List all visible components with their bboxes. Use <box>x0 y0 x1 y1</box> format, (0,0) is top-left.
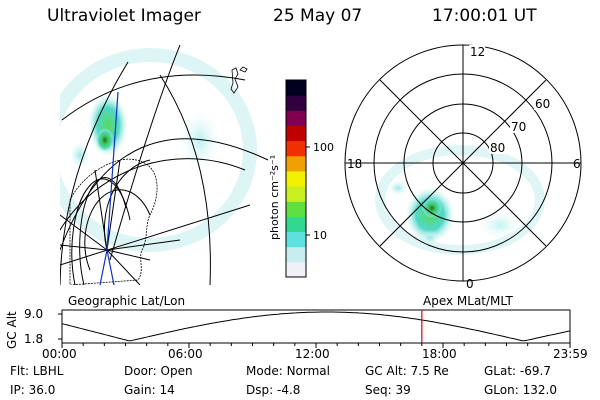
xtick-1200: 12:00 <box>295 347 330 361</box>
time-label: 17:00:01 UT <box>432 6 537 26</box>
geographic-map <box>60 45 269 285</box>
colorbar-segment <box>286 170 306 187</box>
mlt-label-0: 0 <box>466 277 474 291</box>
info-glat: GLat: -69.7 <box>484 364 551 378</box>
ytick-1-8: 1.8 <box>24 332 43 346</box>
info-gain: Gain: 14 <box>124 383 175 397</box>
mlt-label-6: 6 <box>573 157 581 171</box>
colorbar-segment <box>286 186 306 202</box>
colorbar-segment <box>286 140 306 157</box>
colorbar-tick-100: 100 <box>313 141 334 154</box>
info-gc-alt: GC Alt: 7.5 Re <box>365 364 449 378</box>
info-dsp: Dsp: -4.8 <box>246 383 301 397</box>
mlt-label-18: 18 <box>347 157 362 171</box>
colorbar-segment <box>286 110 306 126</box>
colorbar-segment <box>286 261 306 278</box>
orbit-altitude-curve <box>61 311 571 342</box>
xtick-0000: 00:00 <box>42 347 77 361</box>
colorbar-segment <box>286 125 306 142</box>
lat-label-60: 60 <box>535 97 550 111</box>
instrument-title: Ultraviolet Imager <box>47 6 201 26</box>
mlt-label-12: 12 <box>470 45 485 59</box>
xtick-2359: 23:59 <box>553 347 588 361</box>
colorbar-segment <box>286 201 306 217</box>
ytick-9: 9.0 <box>24 307 43 321</box>
colorbar-segment <box>286 80 306 96</box>
colorbar <box>286 80 306 278</box>
colorbar-segment <box>286 231 306 248</box>
lat-label-70: 70 <box>511 120 526 134</box>
colorbar-frame <box>285 79 307 278</box>
colorbar-unit: photon cm⁻²s⁻¹ <box>268 155 281 240</box>
timeline-ylabel: GC Alt <box>5 311 19 349</box>
info-door: Door: Open <box>124 364 193 378</box>
lat-label-80: 80 <box>490 141 505 155</box>
polar-plot: 12 18 6 0 60 70 80 <box>344 44 582 291</box>
colorbar-segment <box>286 155 306 172</box>
orbit-timeline <box>58 309 571 348</box>
info-ip: IP: 36.0 <box>10 383 56 397</box>
apex-label: Apex MLat/MLT <box>423 294 513 308</box>
info-seq: Seq: 39 <box>365 383 411 397</box>
timeline-frame <box>61 309 571 344</box>
xtick-0600: 06:00 <box>168 347 203 361</box>
info-glon: GLon: 132.0 <box>484 383 557 397</box>
colorbar-segment <box>286 95 306 111</box>
xtick-1800: 18:00 <box>422 347 457 361</box>
geographic-label: Geographic Lat/Lon <box>68 294 185 308</box>
colorbar-tick-10: 10 <box>313 229 327 242</box>
date-label: 25 May 07 <box>273 6 363 26</box>
info-filter: Flt: LBHL <box>10 364 64 378</box>
colorbar-segment <box>286 246 306 263</box>
colorbar-segment <box>286 216 306 233</box>
info-mode: Mode: Normal <box>246 364 330 378</box>
